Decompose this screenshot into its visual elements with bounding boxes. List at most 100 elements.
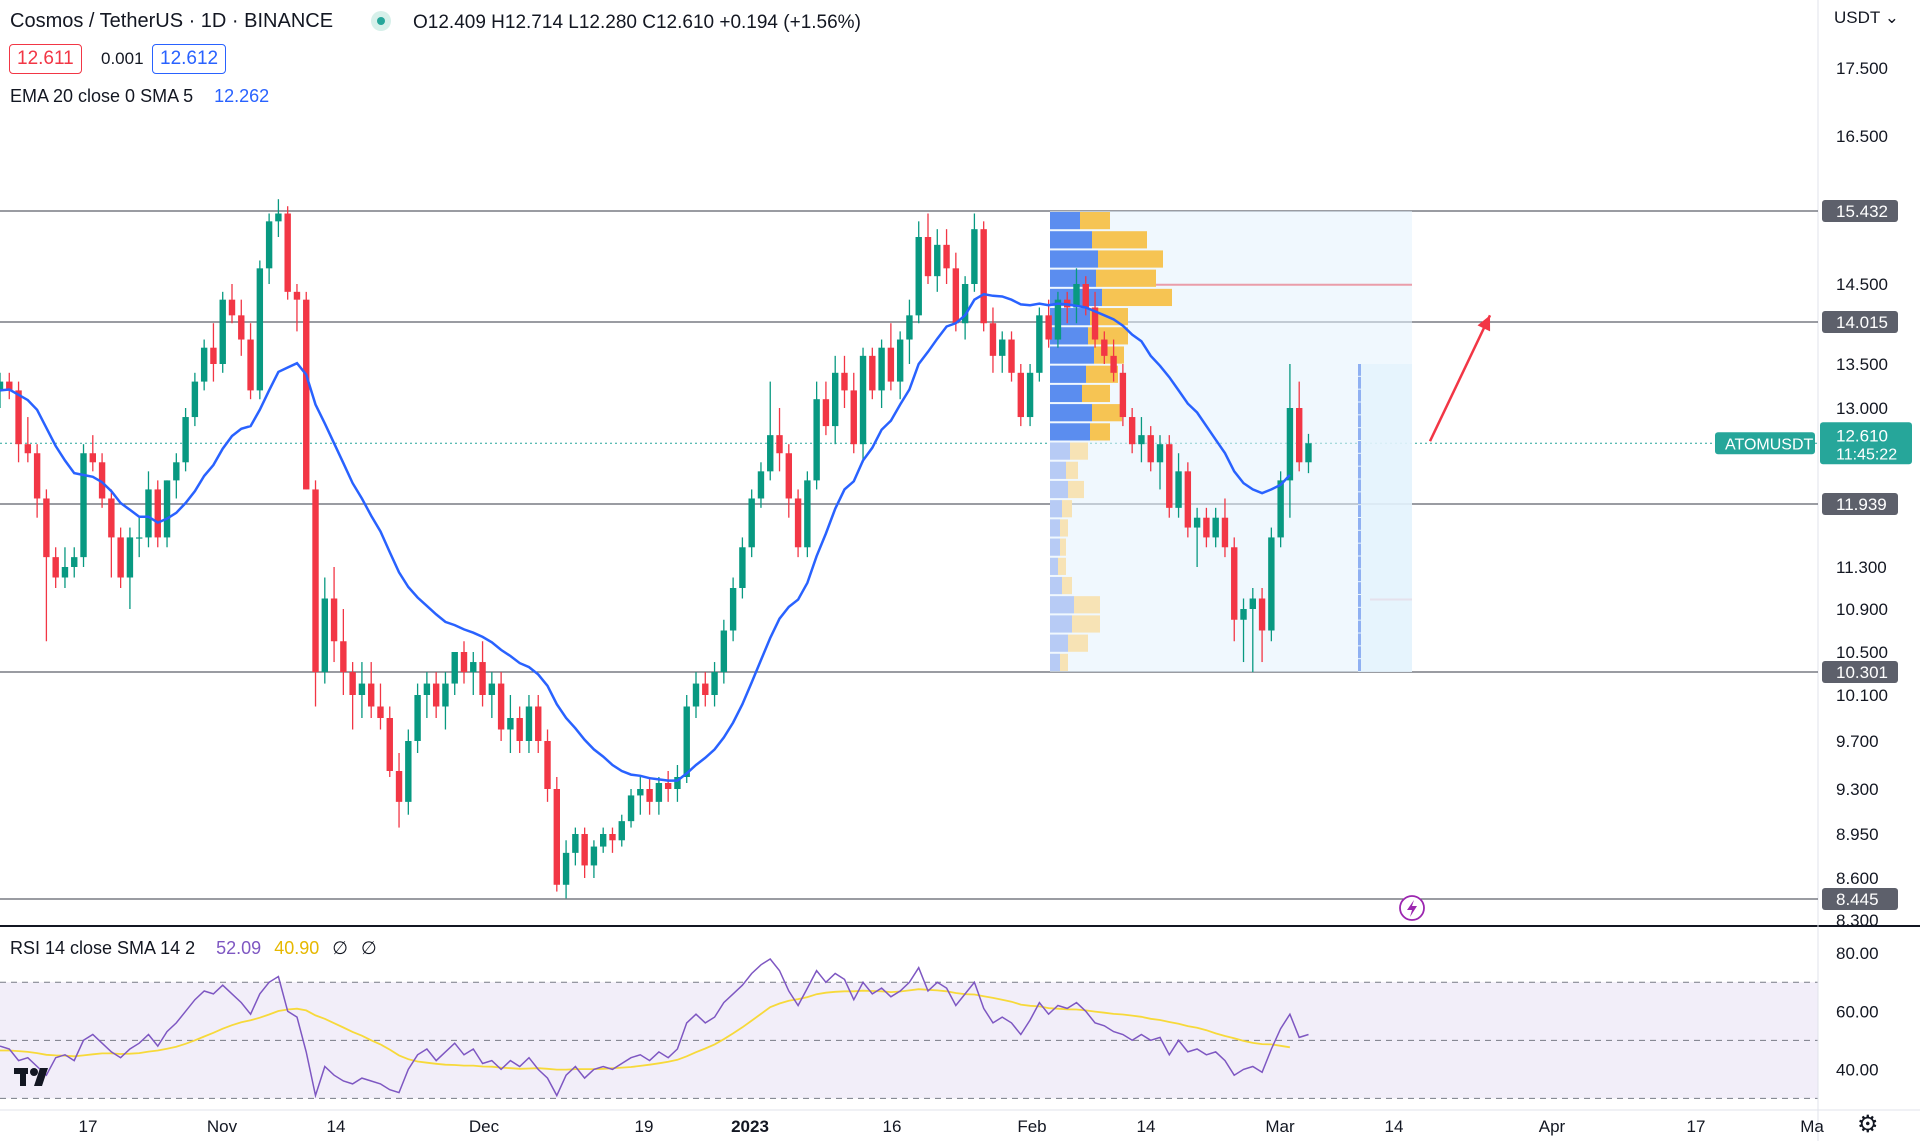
candle-body[interactable] bbox=[1082, 284, 1089, 308]
candle-body[interactable] bbox=[1240, 609, 1247, 620]
candle-body[interactable] bbox=[1203, 517, 1210, 538]
candle-body[interactable] bbox=[1008, 339, 1015, 373]
candle-body[interactable] bbox=[535, 706, 542, 742]
candle-body[interactable] bbox=[637, 789, 644, 796]
candle-body[interactable] bbox=[191, 381, 199, 418]
candle-body[interactable] bbox=[497, 683, 505, 730]
candle-body[interactable] bbox=[321, 598, 328, 673]
candle-body[interactable] bbox=[1156, 444, 1164, 463]
candle-body[interactable] bbox=[488, 683, 496, 695]
candle-body[interactable] bbox=[646, 789, 653, 802]
candle-body[interactable] bbox=[859, 355, 867, 445]
candle-body[interactable] bbox=[794, 498, 802, 548]
candle-body[interactable] bbox=[729, 588, 737, 631]
candle-body[interactable] bbox=[850, 390, 857, 445]
rsi-sma-line[interactable] bbox=[0, 988, 1291, 1071]
candle-body[interactable] bbox=[479, 662, 486, 695]
candle-body[interactable] bbox=[15, 390, 22, 445]
candle-body[interactable] bbox=[228, 299, 236, 316]
candle-body[interactable] bbox=[182, 417, 189, 463]
candle-body[interactable] bbox=[683, 706, 690, 778]
candle-body[interactable] bbox=[414, 695, 421, 741]
candle-body[interactable] bbox=[1231, 547, 1238, 620]
buy-price-button[interactable]: 12.612 bbox=[152, 44, 227, 74]
candle-body[interactable] bbox=[43, 498, 50, 558]
candle-body[interactable] bbox=[0, 381, 4, 391]
candle-body[interactable] bbox=[432, 683, 440, 707]
symbol-title[interactable]: Cosmos / TetherUS · 1D · BINANCE bbox=[10, 10, 334, 32]
candle-body[interactable] bbox=[24, 444, 32, 454]
candle-body[interactable] bbox=[1193, 517, 1201, 528]
candle-body[interactable] bbox=[219, 299, 226, 364]
candle-body[interactable] bbox=[386, 718, 393, 771]
candle-body[interactable] bbox=[804, 480, 811, 548]
candle-body[interactable] bbox=[878, 347, 885, 391]
candle-body[interactable] bbox=[999, 339, 1006, 356]
candle-body[interactable] bbox=[1119, 372, 1127, 418]
candle-body[interactable] bbox=[1017, 372, 1024, 418]
candle-body[interactable] bbox=[98, 462, 106, 499]
candle-body[interactable] bbox=[869, 355, 876, 391]
candle-body[interactable] bbox=[377, 706, 384, 719]
candle-body[interactable] bbox=[1045, 315, 1052, 340]
candle-body[interactable] bbox=[173, 462, 180, 481]
candle-body[interactable] bbox=[1026, 372, 1034, 418]
candle-body[interactable] bbox=[813, 399, 820, 481]
candle-body[interactable] bbox=[460, 652, 468, 673]
candle-body[interactable] bbox=[1128, 417, 1136, 445]
candle-body[interactable] bbox=[943, 244, 950, 269]
candle-body[interactable] bbox=[674, 777, 681, 789]
currency-selector[interactable]: USDT ⌄ bbox=[1834, 8, 1899, 28]
candle-body[interactable] bbox=[989, 323, 997, 356]
candle-body[interactable] bbox=[1054, 299, 1062, 340]
candle-body[interactable] bbox=[154, 489, 161, 538]
candle-body[interactable] bbox=[108, 498, 115, 538]
candle-body[interactable] bbox=[906, 315, 913, 340]
candle-body[interactable] bbox=[1212, 517, 1219, 538]
candle-body[interactable] bbox=[1101, 339, 1108, 356]
candle-body[interactable] bbox=[303, 299, 310, 490]
candle-body[interactable] bbox=[832, 372, 839, 427]
candle-body[interactable] bbox=[395, 771, 403, 802]
candle-body[interactable] bbox=[581, 834, 588, 866]
candle-body[interactable] bbox=[600, 834, 607, 847]
candle-body[interactable] bbox=[210, 347, 217, 364]
candle-body[interactable] bbox=[470, 662, 477, 673]
candle-body[interactable] bbox=[1110, 355, 1117, 373]
candle-body[interactable] bbox=[1277, 480, 1284, 538]
candle-body[interactable] bbox=[757, 471, 765, 499]
candle-body[interactable] bbox=[720, 630, 728, 673]
candle-body[interactable] bbox=[265, 221, 273, 269]
candle-body[interactable] bbox=[256, 268, 264, 391]
candle-body[interactable] bbox=[163, 480, 171, 538]
candle-body[interactable] bbox=[1268, 537, 1275, 631]
candle-body[interactable] bbox=[767, 435, 774, 472]
candle-body[interactable] bbox=[1036, 315, 1043, 373]
candle-body[interactable] bbox=[6, 381, 13, 391]
candle-body[interactable] bbox=[971, 229, 978, 284]
sell-price-button[interactable]: 12.611 bbox=[9, 44, 82, 74]
candle-body[interactable] bbox=[562, 852, 570, 885]
ema-legend[interactable]: EMA 20 close 0 SMA 5 12.262 bbox=[10, 86, 269, 107]
candle-body[interactable] bbox=[655, 783, 663, 802]
candle-body[interactable] bbox=[33, 453, 41, 499]
candle-body[interactable] bbox=[702, 683, 709, 695]
candle-body[interactable] bbox=[451, 652, 458, 684]
candle-body[interactable] bbox=[711, 672, 718, 695]
candle-body[interactable] bbox=[896, 339, 904, 382]
candle-body[interactable] bbox=[952, 268, 960, 324]
candle-body[interactable] bbox=[117, 537, 124, 578]
candle-body[interactable] bbox=[145, 489, 152, 538]
candle-body[interactable] bbox=[1249, 598, 1256, 610]
candle-body[interactable] bbox=[1091, 307, 1099, 340]
candle-body[interactable] bbox=[1296, 408, 1303, 463]
candle-body[interactable] bbox=[136, 537, 143, 539]
candle-body[interactable] bbox=[1305, 443, 1312, 463]
candle-body[interactable] bbox=[405, 741, 412, 802]
candle-body[interactable] bbox=[692, 683, 700, 707]
candle-body[interactable] bbox=[358, 683, 366, 695]
candle-body[interactable] bbox=[924, 237, 932, 277]
candle-body[interactable] bbox=[739, 547, 746, 588]
candle-body[interactable] bbox=[934, 244, 941, 277]
candle-body[interactable] bbox=[349, 672, 356, 695]
